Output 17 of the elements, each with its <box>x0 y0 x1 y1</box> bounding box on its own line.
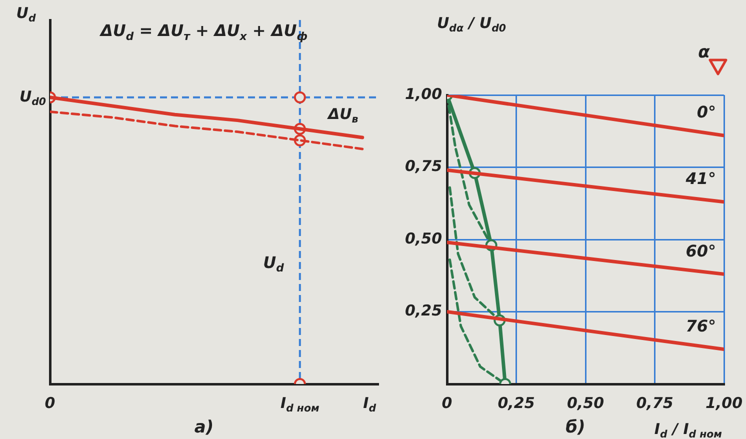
series-label: 0° <box>696 102 716 122</box>
x-tick-label: 1,00 <box>705 394 743 412</box>
x-tick-label: 0 <box>44 394 56 412</box>
series-label: 60° <box>686 241 716 260</box>
text: б) <box>566 417 586 438</box>
series-label: 76° <box>686 316 716 336</box>
x-tick-label: 0,25 <box>498 394 535 412</box>
y-tick-label: 1,00 <box>404 84 442 103</box>
legend-title: α <box>698 42 710 62</box>
text: а) <box>194 417 214 438</box>
y-tick-label: 0,25 <box>404 302 442 320</box>
x-tick-label: 0,50 <box>566 394 604 412</box>
series-label: 41° <box>684 169 716 188</box>
y-tick-label: 0,75 <box>404 157 442 176</box>
y-tick-label: 0,50 <box>404 229 442 248</box>
x-tick-label: 0 <box>442 394 452 412</box>
x-tick-label: 0,75 <box>636 394 674 412</box>
